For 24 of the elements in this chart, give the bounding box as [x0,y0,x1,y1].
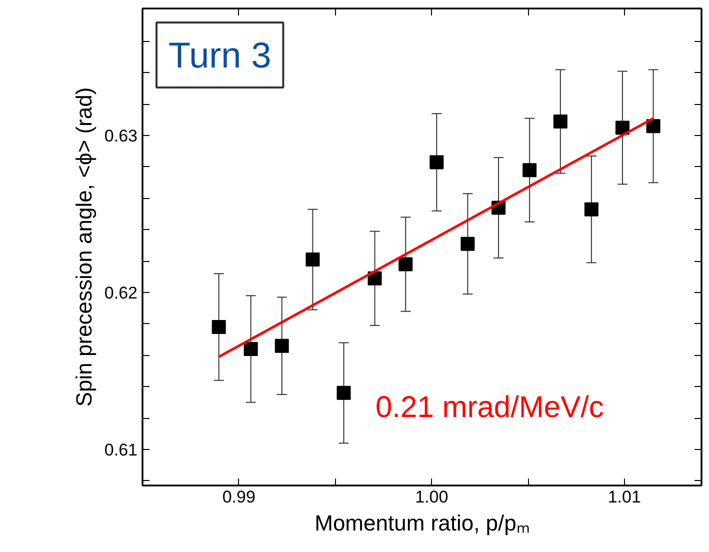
point [274,338,289,353]
x-tick-label: 1.00 [415,488,448,506]
point [553,114,568,128]
x-axis-title: Momentum ratio, p/pₘ [314,510,530,536]
point [615,120,630,135]
point [460,236,475,251]
y-tick-label: 0.63 [104,126,138,146]
x-tick-label: 0.99 [222,488,256,506]
point [306,252,320,267]
point [336,386,351,400]
point [212,320,226,334]
annotation: Turn 3 [168,34,272,76]
point [522,163,537,178]
y-tick-label: 0.62 [104,284,138,303]
point [398,257,413,272]
point [584,202,598,216]
y-tick-label: 0.61 [104,440,138,460]
point [430,155,444,170]
point [368,271,382,286]
annotation: 0.21 mrad/MeV/c [376,391,604,424]
point [646,119,660,134]
y-axis-title: Spin precession angle, <ϕ> (rad) [71,87,96,407]
x-tick-label: 1.01 [608,488,641,506]
point [244,342,258,356]
